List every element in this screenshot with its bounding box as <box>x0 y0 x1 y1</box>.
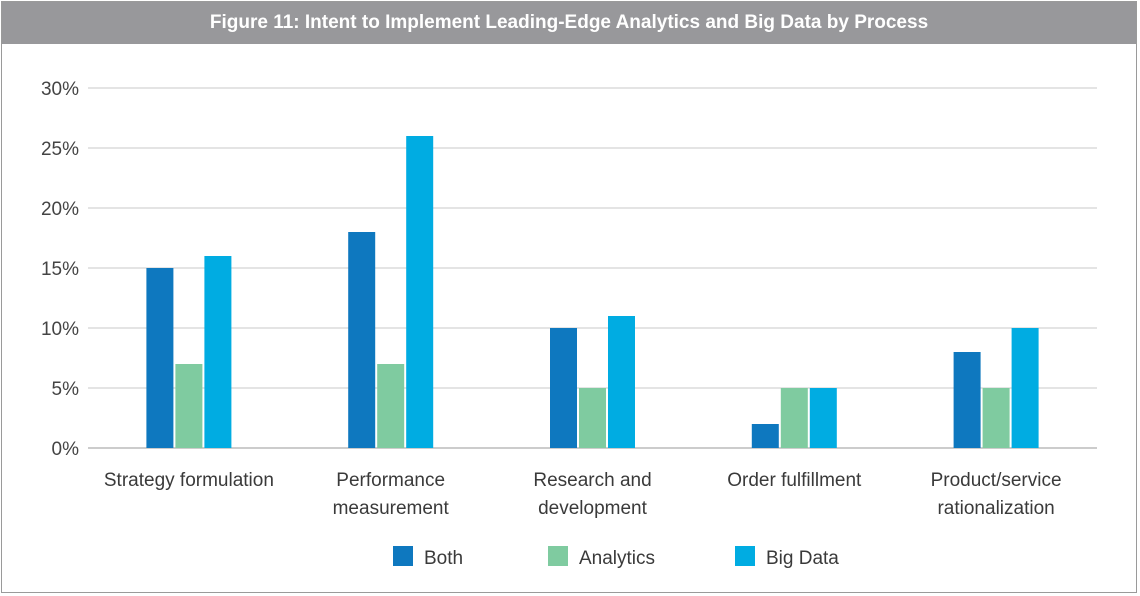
category-label: measurement <box>333 498 450 519</box>
category-label: Order fulfillment <box>727 470 862 491</box>
legend-swatch <box>393 546 413 566</box>
y-tick-label: 30% <box>41 79 79 100</box>
bar-big-data <box>406 136 434 448</box>
category-label: Product/service <box>931 470 1062 491</box>
legend-label: Both <box>424 548 463 569</box>
bar-both <box>953 352 981 448</box>
bar-analytics <box>982 388 1010 448</box>
legend-swatch <box>735 546 755 566</box>
category-label: Research and <box>533 470 651 491</box>
legend-swatch <box>548 546 568 566</box>
y-tick-label: 5% <box>52 379 80 400</box>
bar-big-data <box>204 256 232 448</box>
category-label: Strategy formulation <box>104 470 274 491</box>
y-tick-label: 20% <box>41 199 79 220</box>
category-label: Performance <box>336 470 445 491</box>
category-label: development <box>538 498 648 519</box>
y-tick-label: 15% <box>41 259 79 280</box>
bar-both <box>348 232 376 448</box>
y-tick-label: 10% <box>41 319 79 340</box>
bar-analytics <box>377 364 405 448</box>
figure-title: Figure 11: Intent to Implement Leading-E… <box>2 2 1136 44</box>
legend-label: Big Data <box>766 548 839 569</box>
bar-both <box>550 328 577 448</box>
bar-both <box>751 424 779 448</box>
bar-analytics <box>780 388 808 448</box>
bar-both <box>146 268 174 448</box>
y-tick-label: 0% <box>52 439 80 460</box>
bar-big-data <box>608 316 635 448</box>
bar-analytics <box>175 364 203 448</box>
y-tick-label: 25% <box>41 139 79 160</box>
category-label: rationalization <box>937 498 1054 519</box>
legend-label: Analytics <box>579 548 655 569</box>
bar-big-data <box>809 388 837 448</box>
bar-big-data <box>1011 328 1039 448</box>
bar-analytics <box>579 388 606 448</box>
